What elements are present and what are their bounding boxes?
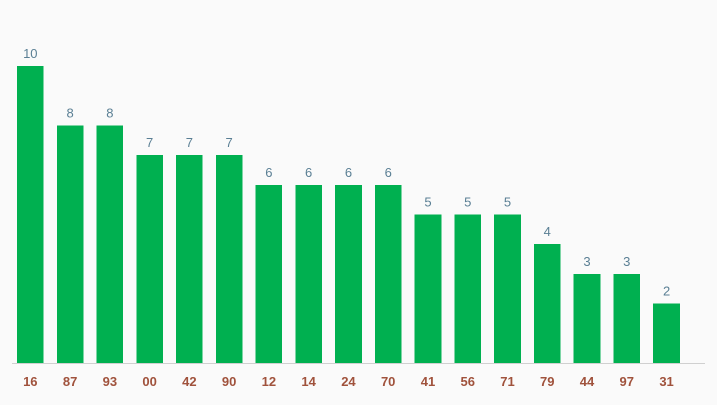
category-label-31: 31 bbox=[659, 374, 673, 389]
bar-24 bbox=[335, 184, 362, 363]
bar-00 bbox=[136, 155, 163, 363]
value-label-00: 7 bbox=[146, 135, 153, 150]
category-label-71: 71 bbox=[500, 374, 514, 389]
bar-93 bbox=[96, 125, 124, 364]
category-label-42: 42 bbox=[182, 374, 196, 389]
bar-87 bbox=[56, 125, 84, 364]
bar-70 bbox=[374, 184, 402, 363]
category-label-87: 87 bbox=[63, 374, 77, 389]
value-label-93: 8 bbox=[106, 105, 113, 120]
bar-16 bbox=[17, 66, 44, 363]
value-label-12: 6 bbox=[265, 165, 272, 180]
value-label-56: 5 bbox=[464, 195, 471, 210]
value-label-97: 3 bbox=[623, 254, 630, 269]
value-label-41: 5 bbox=[424, 195, 431, 210]
category-label-93: 93 bbox=[103, 374, 117, 389]
value-label-79: 4 bbox=[544, 224, 551, 239]
value-label-42: 7 bbox=[186, 135, 193, 150]
category-label-79: 79 bbox=[540, 374, 554, 389]
bar-41 bbox=[414, 214, 442, 363]
bar-42 bbox=[176, 155, 203, 363]
category-label-16: 16 bbox=[23, 374, 37, 389]
category-label-44: 44 bbox=[580, 374, 595, 389]
value-label-24: 6 bbox=[345, 165, 352, 180]
bar-79 bbox=[533, 244, 561, 363]
bar-71 bbox=[494, 214, 521, 363]
category-label-56: 56 bbox=[460, 374, 474, 389]
bar-97 bbox=[613, 273, 641, 363]
value-label-70: 6 bbox=[385, 165, 392, 180]
category-label-90: 90 bbox=[222, 374, 236, 389]
category-labels-group: 16 87 93 00 42 90 12 14 24 70 41 56 71 79 44 97 31 bbox=[23, 374, 674, 389]
bar-31 bbox=[653, 303, 680, 363]
category-label-41: 41 bbox=[421, 374, 435, 389]
bar-90 bbox=[215, 155, 243, 363]
value-label-44: 3 bbox=[583, 254, 590, 269]
category-label-70: 70 bbox=[381, 374, 395, 389]
category-label-97: 97 bbox=[620, 374, 634, 389]
category-label-14: 14 bbox=[301, 374, 316, 389]
value-label-90: 7 bbox=[226, 135, 233, 150]
value-label-31: 2 bbox=[663, 284, 670, 299]
value-label-71: 5 bbox=[504, 195, 511, 210]
category-label-00: 00 bbox=[142, 374, 156, 389]
value-label-14: 6 bbox=[305, 165, 312, 180]
value-label-87: 8 bbox=[66, 105, 73, 120]
bar-12 bbox=[255, 184, 283, 363]
value-label-16: 10 bbox=[23, 46, 37, 61]
value-labels-group: 10 8 8 7 7 7 6 6 6 6 5 5 5 4 3 3 2 bbox=[23, 46, 670, 299]
bar-14 bbox=[295, 184, 322, 363]
category-label-12: 12 bbox=[262, 374, 276, 389]
bar-44 bbox=[573, 273, 601, 363]
bar-56 bbox=[454, 214, 482, 363]
category-label-24: 24 bbox=[341, 374, 356, 389]
bars-group bbox=[17, 66, 680, 364]
